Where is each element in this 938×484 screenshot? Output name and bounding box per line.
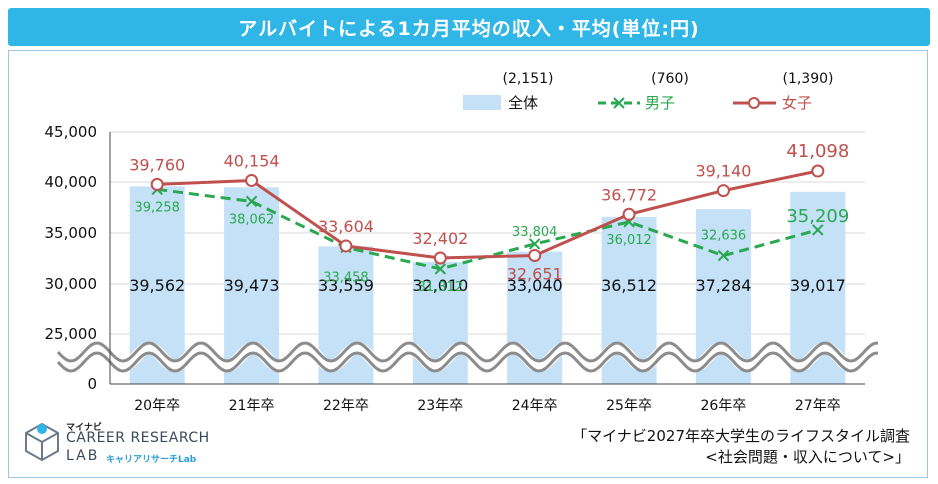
male-marker-stroke [528,238,541,250]
female-value-label: 40,154 [224,151,280,170]
male-marker-stroke [717,249,730,262]
legend-female-marker [748,97,760,109]
female-point [150,177,164,191]
logo-brand: マイナビ [66,423,102,433]
female-value-label: 36,772 [601,185,657,204]
male-point [528,238,541,250]
chart-title: アルバイトによる1カ月平均の収入・平均(単位:円) [8,8,930,46]
career-research-lab-logo: マイナビ CAREER RESEARCH LAB キャリアリサーチLab [22,420,222,476]
male-value-label: 33,458 [323,270,369,285]
logo-lab-text: LAB [66,448,100,464]
bar-value-label: 37,284 [695,276,751,295]
male-point [434,263,447,275]
chart-frame [8,50,928,478]
female-series-line [157,169,819,260]
x-tick-label: 24年卒 [512,398,558,414]
logo-jp-text: キャリアリサーチLab [106,455,197,465]
male-value-label: 32,636 [701,229,747,244]
female-value-label: 32,402 [412,229,468,248]
male-marker-stroke [245,195,258,208]
x-tick-label: 22年卒 [323,398,369,414]
male-marker-stroke [434,263,447,275]
legend-all-swatch [463,95,501,110]
female-value-label: 39,140 [695,162,751,181]
bar-value-label: 32,010 [412,276,468,295]
axis-break-line-top [56,341,878,363]
male-value-label: 35,209 [786,206,849,227]
male-point [245,195,258,208]
legend-all-label: 全体 [508,94,538,112]
legend-female-label: 女子 [782,94,812,112]
x-tick-label: 25年卒 [606,398,652,414]
bar-value-label: 39,562 [129,276,185,295]
y-tick-label: 45,000 [45,123,98,141]
x-tick-label: 20年卒 [134,398,180,414]
female-point [811,164,825,178]
y-tick-label: 0 [87,375,97,393]
legend-male-n: (760) [651,71,689,87]
legend-all-n: (2,151) [502,71,553,87]
female-point [528,248,542,262]
x-tick-label: 26年卒 [701,398,747,414]
axis-break-band [53,342,878,372]
y-tick-label: 40,000 [45,173,98,191]
female-point [433,251,447,265]
bar-value-label: 39,017 [790,276,846,295]
male-value-label: 31,312 [418,280,464,295]
legend-male-marker [613,97,625,109]
x-tick-label: 27年卒 [795,398,841,414]
bar-value-label: 39,473 [224,276,280,295]
male-value-label: 39,258 [134,200,180,215]
female-value-label: 32,651 [507,264,563,283]
male-value-label: 36,012 [606,233,652,248]
source-line-2: <社会問題・収入について>」 [705,448,910,466]
cube-logo-icon [25,422,59,462]
bar-value-label: 33,559 [318,276,374,295]
female-value-label: 41,098 [786,141,849,162]
male-value-label: 38,062 [229,212,275,227]
bar-value-label: 33,040 [507,276,563,295]
male-value-label: 33,804 [512,225,558,240]
legend-female-n: (1,390) [782,71,833,87]
female-point [716,184,730,198]
male-marker-stroke [812,224,824,236]
female-point [245,173,259,187]
legend-male-label: 男子 [645,94,675,112]
source-line-1: 「マイナビ2027年卒大学生のライフスタイル調査 [572,427,910,445]
y-tick-label: 25,000 [45,325,98,343]
female-point [339,239,353,253]
x-tick-label: 21年卒 [229,398,275,414]
female-value-label: 33,604 [318,217,374,236]
female-value-label: 39,760 [129,155,185,174]
female-point [622,207,636,221]
bar-value-label: 36,512 [601,276,657,295]
male-point [812,224,824,236]
logo-main-text: CAREER RESEARCH [66,430,210,446]
axis-break-line-bottom [56,351,878,373]
male-point [717,249,730,262]
y-tick-label: 35,000 [45,224,98,242]
y-tick-label: 30,000 [45,275,98,293]
x-tick-label: 23年卒 [417,398,463,414]
